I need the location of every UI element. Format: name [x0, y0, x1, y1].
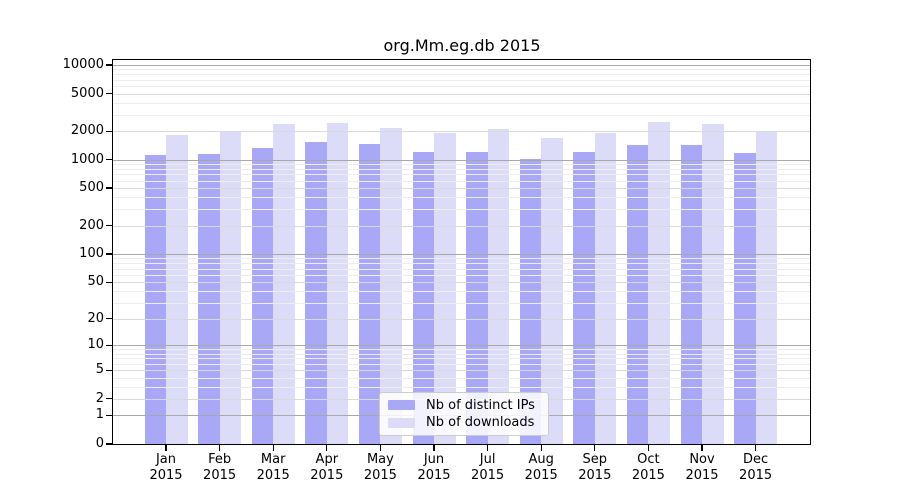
- y-tick-label: 500: [79, 180, 104, 196]
- y-tick-mark: [106, 318, 113, 320]
- y-tick-label: 100: [79, 246, 104, 262]
- y-tick-label: 10: [87, 337, 104, 353]
- legend-row-distinct-ips: Nb of distinct IPs: [388, 398, 540, 413]
- x-tick-mark: [379, 445, 382, 451]
- x-tick-mark: [326, 445, 328, 451]
- y-tick-label: 0: [95, 436, 104, 451]
- y-tick-mark: [106, 253, 113, 255]
- y-tick-mark: [106, 225, 113, 227]
- bar-downloads: [273, 124, 295, 444]
- legend-row-downloads: Nb of downloads: [388, 415, 540, 430]
- x-tick-mark: [433, 445, 435, 451]
- y-tick-label: 5000: [70, 85, 104, 101]
- y-tick-label: 50: [87, 274, 104, 290]
- y-tick-mark: [106, 92, 113, 95]
- x-tick-year: 2015: [471, 468, 505, 483]
- bar-distinct-ips: [573, 152, 595, 444]
- x-tick-mark: [647, 445, 650, 451]
- legend-swatch-downloads: [388, 417, 415, 428]
- x-tick-year: 2015: [203, 468, 237, 483]
- x-tick-mark: [165, 445, 167, 451]
- x-tick-mark: [486, 445, 489, 451]
- bar-downloads: [702, 124, 724, 444]
- x-tick-mark: [272, 445, 274, 451]
- x-tick-mark: [754, 445, 757, 451]
- bar-distinct-ips: [198, 153, 220, 444]
- bar-downloads: [166, 134, 188, 444]
- x-tick-label: Dec 2015: [724, 452, 788, 484]
- bar-distinct-ips: [519, 159, 542, 444]
- x-tick-year: 2015: [363, 468, 397, 483]
- y-tick-label: 2: [95, 390, 104, 406]
- x-tick-mark: [701, 445, 703, 451]
- legend-label-distinct-ips: Nb of distinct IPs: [426, 397, 535, 413]
- x-tick-year: 2015: [417, 468, 451, 483]
- y-tick-mark: [106, 398, 113, 400]
- bar-distinct-ips: [305, 141, 327, 444]
- y-tick-label: 1: [95, 407, 104, 423]
- x-tick-year: 2015: [739, 468, 773, 483]
- chart-title: org.Mm.eg.db 2015: [383, 36, 541, 55]
- x-tick-year: 2015: [310, 468, 344, 483]
- x-tick-label: Oct 2015: [616, 452, 680, 484]
- y-tick-mark: [106, 414, 113, 417]
- bar-downloads: [594, 132, 617, 444]
- y-tick-mark: [106, 443, 113, 445]
- bar-distinct-ips: [144, 154, 166, 444]
- x-tick-year: 2015: [149, 468, 183, 483]
- y-tick-label: 20: [87, 310, 104, 326]
- bar-downloads: [219, 130, 242, 444]
- x-tick-label: Sep 2015: [563, 452, 627, 484]
- y-tick-label: 2000: [70, 123, 104, 139]
- y-tick-label: 200: [79, 217, 104, 233]
- x-tick-mark: [594, 445, 596, 451]
- x-tick-year: 2015: [578, 468, 612, 483]
- y-tick-mark: [106, 159, 113, 161]
- x-tick-year: 2015: [256, 468, 290, 483]
- bar-downloads: [326, 122, 349, 444]
- bar-distinct-ips: [680, 145, 702, 444]
- y-tick-mark: [106, 369, 113, 371]
- y-tick-label: 10000: [62, 57, 104, 72]
- x-tick-label: Nov 2015: [670, 452, 734, 484]
- x-tick-label: May 2015: [348, 452, 412, 484]
- bar-distinct-ips: [358, 144, 381, 444]
- legend-swatch-distinct-ips: [388, 400, 415, 411]
- plot-area: [112, 59, 811, 445]
- x-tick-label: Apr 2015: [295, 452, 359, 484]
- x-tick-label: Jul 2015: [456, 452, 520, 484]
- x-tick-mark: [540, 445, 542, 451]
- y-tick-label: 1000: [70, 151, 104, 167]
- x-tick-label: Jun 2015: [402, 452, 466, 484]
- x-tick-label: Jan 2015: [134, 452, 198, 484]
- x-tick-year: 2015: [631, 468, 665, 483]
- bar-distinct-ips: [626, 145, 649, 444]
- bar-distinct-ips: [251, 147, 274, 444]
- x-tick-mark: [218, 445, 221, 451]
- legend-label-downloads: Nb of downloads: [426, 415, 535, 431]
- bar-downloads: [648, 121, 670, 444]
- y-tick-mark: [106, 281, 113, 283]
- y-tick-mark: [106, 64, 113, 66]
- y-tick-mark: [106, 344, 113, 347]
- bar-downloads: [755, 131, 778, 444]
- bar-downloads: [487, 129, 510, 444]
- x-tick-label: Aug 2015: [509, 452, 573, 484]
- bar-distinct-ips: [734, 153, 756, 444]
- y-tick-mark: [106, 130, 113, 132]
- x-tick-year: 2015: [685, 468, 719, 483]
- legend: Nb of distinct IPs Nb of downloads: [379, 392, 549, 436]
- bar-downloads: [434, 133, 456, 444]
- y-tick-mark: [106, 187, 113, 189]
- x-tick-year: 2015: [524, 468, 558, 483]
- bar-downloads: [541, 137, 563, 444]
- x-tick-label: Mar 2015: [241, 452, 305, 484]
- bars-layer: [113, 60, 810, 444]
- bar-downloads: [380, 128, 402, 444]
- x-tick-label: Feb 2015: [188, 452, 252, 484]
- y-tick-label: 5: [95, 362, 104, 378]
